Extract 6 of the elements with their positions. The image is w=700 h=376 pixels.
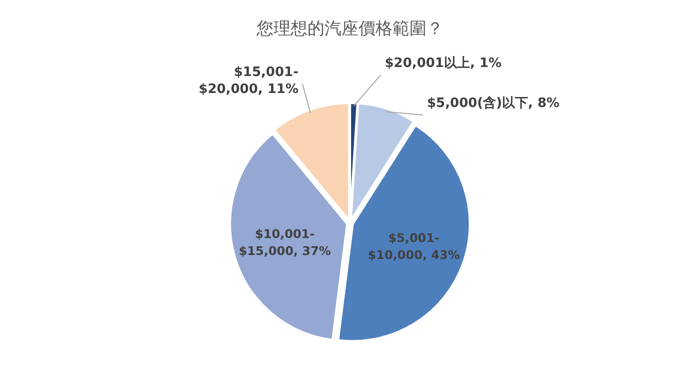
slice-label: $5,000(含)以下, 8% xyxy=(427,94,560,111)
slice-label: $15,001-$20,000, 11% xyxy=(198,64,298,97)
slice-label: $20,001以上, 1% xyxy=(384,56,502,71)
slice-label: $5,001-$10,000, 43% xyxy=(368,230,460,262)
slice-label: $10,001-$15,000, 37% xyxy=(238,226,331,258)
chart-title: 您理想的汽座價格範圍？ xyxy=(256,19,444,39)
